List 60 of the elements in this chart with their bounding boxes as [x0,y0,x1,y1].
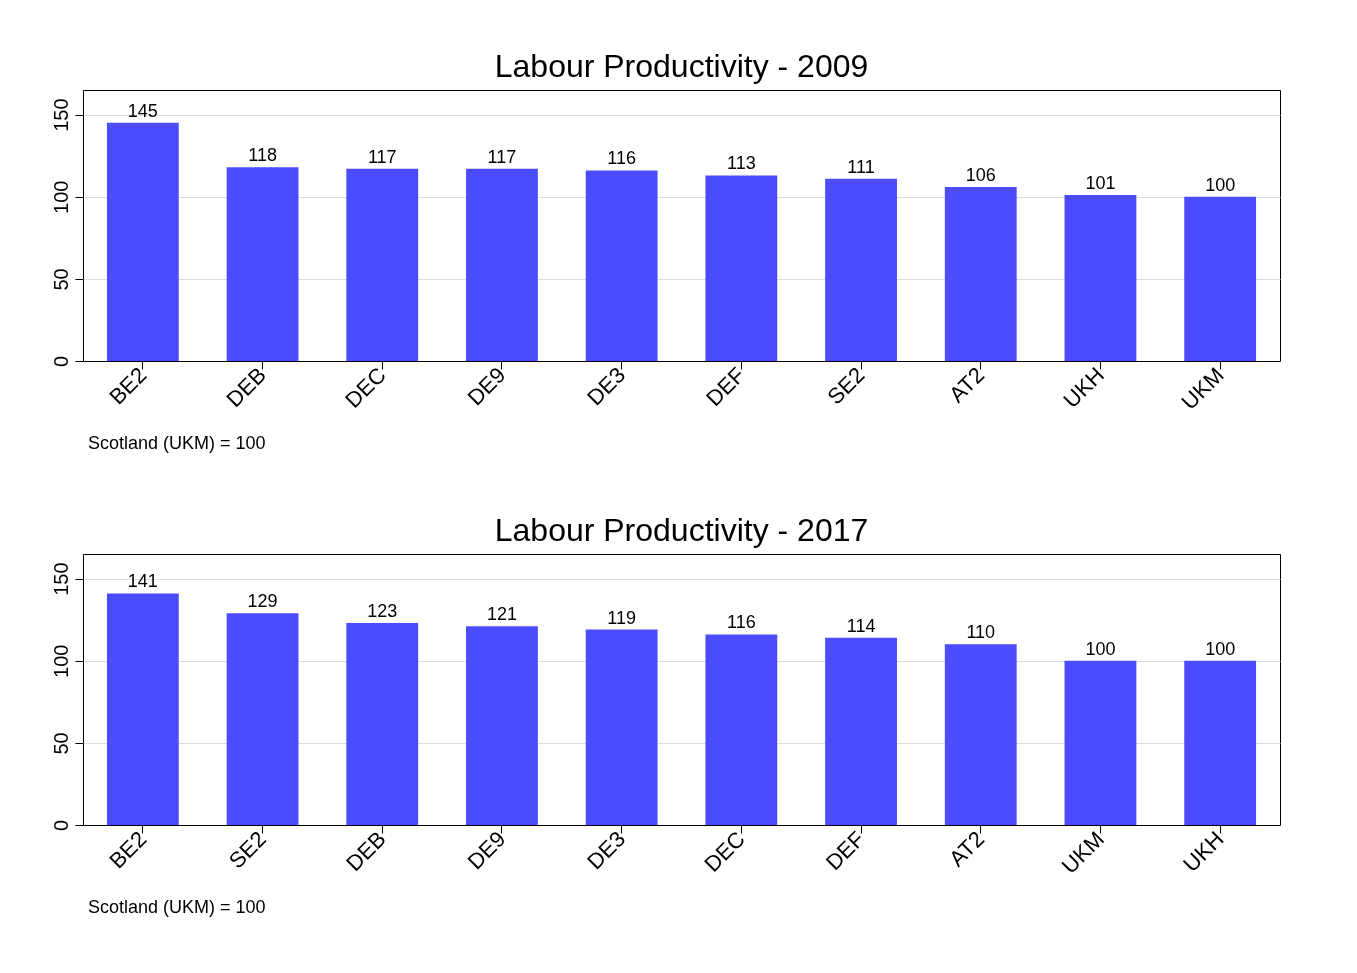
data-label: 110 [966,622,996,643]
x-tick-label: SE2 [223,826,272,874]
bar [106,122,179,361]
text: Scotland (UKM) = 100 [88,433,266,453]
bar [1064,195,1137,361]
y-tick-label: 0 [49,355,72,368]
y-tick-label: 100 [49,644,72,678]
y-tick-label: 150 [49,562,72,596]
data-label: 117 [367,146,397,167]
x-tick-label: BE2 [104,826,152,874]
bar [466,626,538,825]
data-label: 117 [487,146,517,167]
bar [705,175,778,361]
x-tick-label: BE2 [104,362,152,410]
bar [1184,660,1257,825]
data-label: 101 [1085,173,1116,194]
bar [1184,196,1257,361]
data-label: 119 [607,607,636,628]
data-label: 121 [486,604,517,625]
data-label: 113 [727,153,756,174]
text: Scotland (UKM) = 100 [88,897,266,917]
data-label: 116 [607,148,636,169]
data-label: 129 [247,591,278,612]
data-label: 114 [846,615,876,636]
bar [226,167,299,361]
data-label: 118 [248,145,277,166]
bar [346,168,419,361]
bar [825,637,897,825]
chart-title: Labour Productivity - 2009 [494,48,869,84]
y-tick-label: 50 [49,268,72,291]
bar [705,634,778,825]
y-tick-label: 50 [49,732,72,755]
x-tick-label: AT2 [944,362,990,408]
data-label: 100 [1085,638,1116,659]
y-tick-label: 100 [49,180,72,214]
bar [585,629,658,825]
x-tick-label: SE2 [822,362,870,410]
bar [106,593,179,825]
bar [466,168,538,361]
bar [226,613,299,825]
bar [1064,660,1137,825]
data-label: 111 [847,156,875,177]
bar [825,178,897,361]
bar [944,644,1017,825]
x-tick-label: DE9 [462,362,511,411]
data-label: 116 [727,612,756,633]
data-label: 145 [127,100,158,121]
data-label: 123 [367,600,398,621]
data-label: 141 [127,571,158,592]
x-tick-label: AT2 [944,826,990,872]
data-label: 100 [1205,638,1236,659]
y-tick-label: 150 [49,98,72,132]
bar [585,170,658,361]
x-tick-label: DE9 [462,826,511,875]
data-label: 100 [1205,174,1236,195]
bar [944,186,1017,361]
chart-title: Labour Productivity - 2017 [494,512,869,548]
bar [346,622,419,825]
data-label: 106 [965,164,996,185]
y-tick-label: 0 [49,819,72,832]
